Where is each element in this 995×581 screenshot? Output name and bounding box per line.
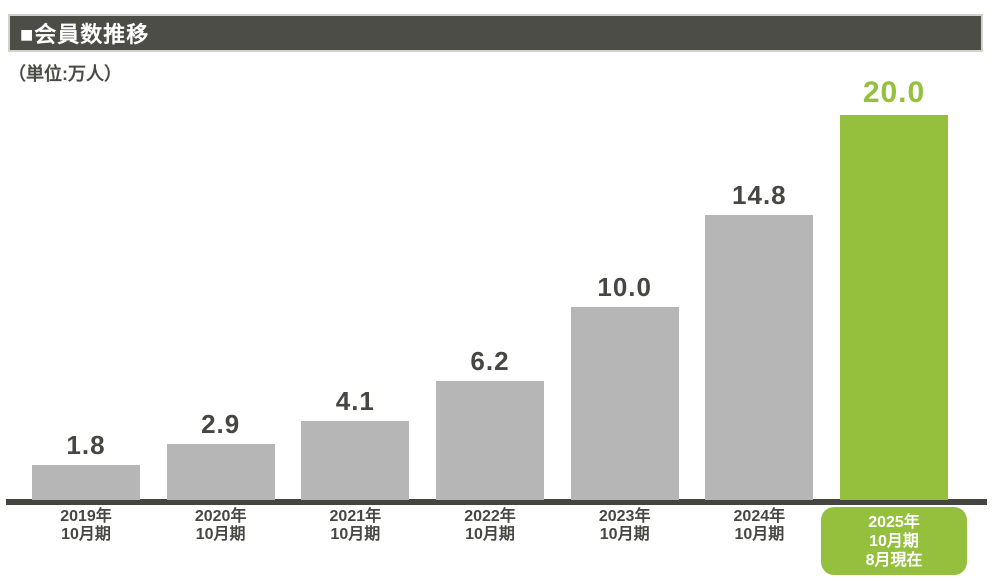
bar [32, 465, 140, 500]
x-axis-label-line: 10月期 [465, 526, 515, 543]
x-axis-label: 2023年 10月期 [558, 508, 692, 544]
bar-value-label: 14.8 [732, 180, 787, 210]
x-axis-label-line: 10月期 [734, 526, 785, 543]
bar [705, 215, 814, 500]
bar [166, 444, 275, 500]
x-axis-label-line: 8月現在 [865, 551, 923, 569]
x-axis-label: 2022年 10月期 [423, 508, 557, 544]
x-axis-badge: 2025年 10月期 8月現在 [821, 507, 968, 575]
x-axis-label-line: 2024年 [733, 508, 786, 525]
bar-value-label: 4.1 [335, 386, 375, 416]
bar-value-label: 2.9 [201, 409, 241, 439]
x-axis-label-line: 2020年 [194, 508, 247, 525]
bar [301, 421, 410, 500]
x-axis-label: 2019年 10月期 [19, 508, 153, 544]
x-axis-line [6, 499, 987, 505]
bar [436, 381, 544, 500]
chart-title-bar: ■会員数推移 [8, 14, 983, 52]
x-axis-label-line: 2021年 [329, 508, 382, 525]
x-axis-label-line: 10月期 [61, 526, 111, 543]
bar-highlight [840, 115, 949, 500]
unit-label: （単位:万人） [8, 64, 122, 84]
x-axis-label-line: 10月期 [330, 526, 381, 543]
x-axis-label-line: 10月期 [869, 532, 919, 550]
x-axis-label-line: 10月期 [599, 526, 650, 543]
x-axis-label-line: 2022年 [464, 508, 516, 525]
x-axis-label: 2020年 10月期 [154, 508, 288, 544]
bar-value-label: 10.0 [597, 272, 652, 302]
x-axis-label: 2021年 10月期 [288, 508, 422, 544]
x-axis-label-line: 10月期 [195, 526, 246, 543]
x-axis-label-line: 2019年 [60, 508, 112, 525]
page-title: ■会員数推移 [20, 22, 150, 47]
x-axis-label-line: 2025年 [868, 513, 920, 531]
x-axis-label-line: 2023年 [598, 508, 651, 525]
bar [570, 307, 679, 500]
x-axis-label: 2024年 10月期 [692, 508, 826, 544]
bar-value-label: 6.2 [470, 346, 510, 376]
bar-value-label: 1.8 [66, 430, 106, 460]
bar-value-label: 20.0 [862, 76, 926, 109]
